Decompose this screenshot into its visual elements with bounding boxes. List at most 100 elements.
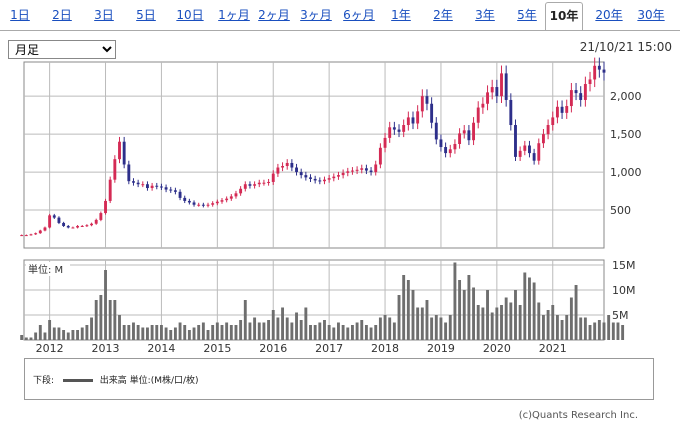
volume-bar bbox=[579, 317, 583, 340]
candle-body bbox=[323, 179, 326, 182]
x-tick-label: 2018 bbox=[371, 342, 399, 355]
volume-bar bbox=[565, 315, 569, 340]
volume-bar bbox=[66, 332, 70, 340]
candle-body bbox=[514, 125, 517, 157]
candle-body bbox=[257, 182, 261, 185]
volume-bar bbox=[318, 322, 322, 340]
tab-2[interactable]: 2日 bbox=[52, 8, 72, 22]
volume-bar bbox=[392, 322, 396, 340]
tab-5[interactable]: 10日 bbox=[176, 8, 204, 22]
tab-9[interactable]: 6ヶ月 bbox=[343, 8, 375, 22]
volume-bar bbox=[481, 307, 485, 340]
legend-row: 下段: 出来高 単位:(M株/口/枚) bbox=[33, 373, 199, 386]
volume-tick-label: 5M bbox=[612, 309, 629, 322]
candle-body bbox=[504, 73, 508, 100]
volume-bar bbox=[178, 322, 182, 340]
candle-body bbox=[192, 202, 196, 205]
candle-body bbox=[593, 65, 597, 80]
volume-bar bbox=[583, 317, 587, 340]
volume-bar bbox=[555, 315, 559, 340]
volume-bar bbox=[267, 320, 271, 340]
tab-7[interactable]: 2ヶ月 bbox=[258, 8, 290, 22]
candle-body bbox=[304, 175, 308, 178]
tab-8[interactable]: 3ヶ月 bbox=[300, 8, 332, 22]
volume-bar bbox=[276, 317, 280, 340]
volume-bar bbox=[402, 275, 406, 340]
volume-bar bbox=[220, 325, 224, 340]
tab-3[interactable]: 3日 bbox=[94, 8, 114, 22]
candle-body bbox=[80, 225, 84, 227]
candle-body bbox=[434, 122, 438, 140]
tab-divider bbox=[0, 30, 680, 31]
chart-datetime: 21/10/21 15:00 bbox=[579, 40, 672, 54]
volume-bar bbox=[490, 312, 494, 340]
volume-bar bbox=[159, 325, 163, 340]
candle-body bbox=[523, 145, 527, 151]
candle-body bbox=[211, 203, 215, 205]
candle-body bbox=[397, 129, 401, 132]
volume-bar bbox=[434, 315, 438, 340]
volume-bar bbox=[285, 317, 289, 340]
volume-bar bbox=[467, 275, 471, 340]
tab-12[interactable]: 3年 bbox=[475, 8, 495, 22]
x-tick-label: 2021 bbox=[539, 342, 567, 355]
candle-body bbox=[220, 200, 224, 202]
candle-body bbox=[94, 219, 98, 224]
volume-bar bbox=[118, 315, 121, 340]
volume-bar bbox=[430, 317, 434, 340]
volume-bar bbox=[309, 325, 312, 340]
tab-16[interactable]: 30年 bbox=[637, 8, 665, 22]
candle-body bbox=[159, 186, 163, 188]
volume-bar bbox=[509, 302, 513, 340]
candle-body bbox=[327, 178, 331, 180]
volume-bar bbox=[80, 327, 84, 340]
volume-bar bbox=[29, 337, 33, 340]
candle-body bbox=[555, 106, 559, 118]
candle-body bbox=[299, 172, 303, 176]
tab-14[interactable]: 10年 bbox=[545, 2, 583, 30]
volume-bar bbox=[383, 315, 387, 340]
candle-body bbox=[439, 139, 443, 148]
candle-body bbox=[34, 233, 38, 235]
candle-body bbox=[467, 130, 471, 141]
volume-bar bbox=[192, 327, 196, 340]
candle-body bbox=[146, 184, 149, 189]
candle-body bbox=[281, 166, 284, 168]
tab-6[interactable]: 1ヶ月 bbox=[218, 8, 250, 22]
candle-body bbox=[537, 143, 541, 161]
candle-body bbox=[332, 176, 336, 179]
volume-bar bbox=[48, 320, 52, 340]
volume-bar bbox=[500, 305, 503, 340]
x-tick-label: 2017 bbox=[315, 342, 343, 355]
candle-body bbox=[406, 117, 410, 126]
candle-body bbox=[206, 204, 210, 206]
tab-10[interactable]: 1年 bbox=[391, 8, 411, 22]
tab-4[interactable]: 5日 bbox=[136, 8, 156, 22]
candle-body bbox=[374, 164, 378, 173]
volume-bar bbox=[574, 285, 578, 340]
candle-body bbox=[518, 150, 522, 157]
candle-body bbox=[588, 79, 592, 85]
tab-13[interactable]: 5年 bbox=[517, 8, 537, 22]
tab-15[interactable]: 20年 bbox=[595, 8, 623, 22]
tab-1[interactable]: 1日 bbox=[10, 8, 30, 22]
candle-body bbox=[197, 204, 201, 206]
candle-body bbox=[472, 122, 476, 141]
volume-bar bbox=[611, 322, 615, 340]
volume-bar bbox=[602, 322, 606, 340]
volume-bar bbox=[504, 297, 508, 340]
volume-bar bbox=[406, 280, 410, 340]
candle-body bbox=[486, 92, 489, 104]
candle-period-select[interactable]: 月足 bbox=[8, 40, 116, 59]
candle-body bbox=[71, 227, 75, 229]
volume-bar bbox=[560, 320, 564, 340]
volume-bar bbox=[514, 290, 517, 340]
price-tick-label: 2,000 bbox=[610, 90, 642, 103]
tab-11[interactable]: 2年 bbox=[433, 8, 453, 22]
candle-body bbox=[76, 225, 80, 228]
volume-bar bbox=[104, 270, 107, 340]
volume-bar bbox=[350, 325, 354, 340]
candle-body bbox=[369, 170, 373, 173]
volume-bar bbox=[34, 332, 38, 340]
